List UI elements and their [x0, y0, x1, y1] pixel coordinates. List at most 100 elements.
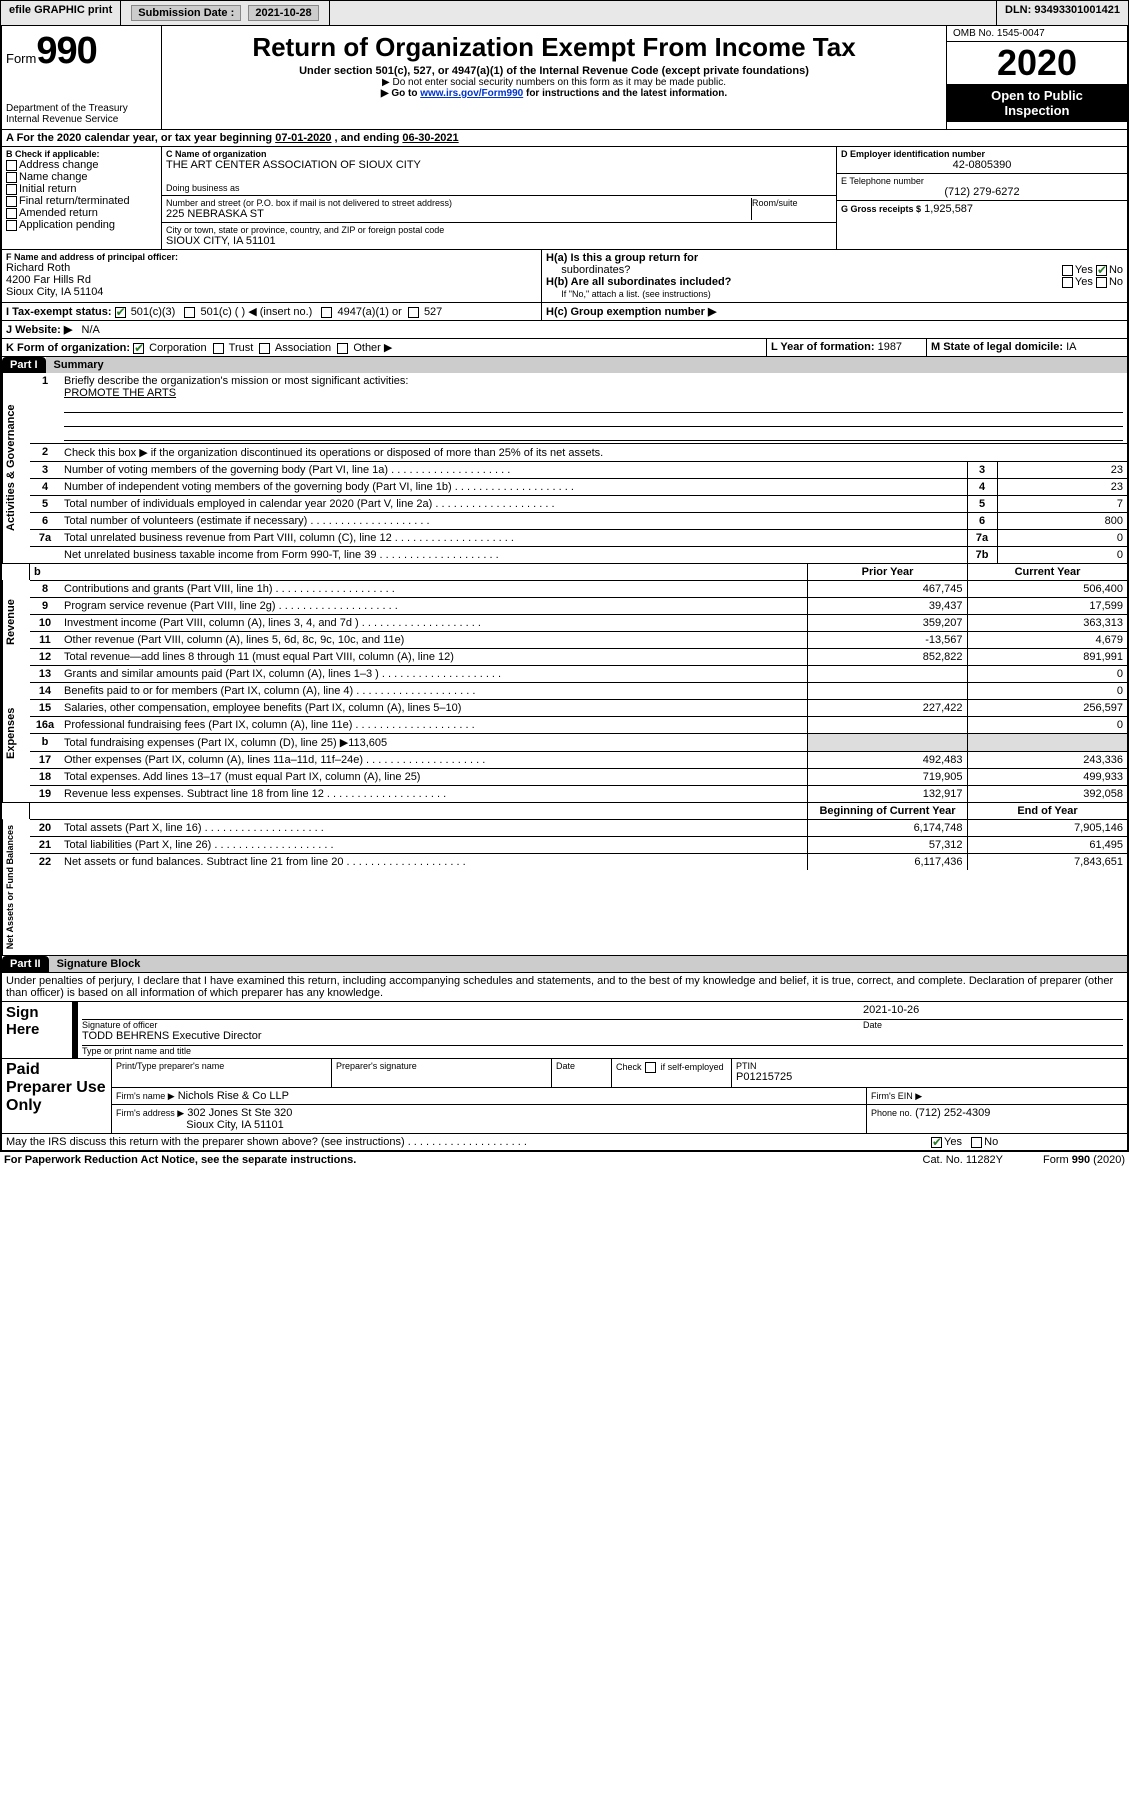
ln-prior: 719,905 [807, 769, 967, 786]
firm-addr2: Sioux City, IA 51101 [186, 1119, 283, 1131]
q1-num: 1 [30, 373, 60, 444]
box-m: M State of legal domicile: IA [927, 339, 1127, 356]
hdr-end: End of Year [967, 803, 1127, 819]
c-name-label: C Name of organization [166, 149, 832, 159]
gross-receipts: 1,925,587 [924, 203, 973, 215]
website-value: N/A [82, 324, 100, 336]
b-opt-2[interactable]: Initial return [6, 183, 157, 195]
net-row: 22Net assets or fund balances. Subtract … [30, 854, 1127, 871]
ein-value: 42-0805390 [841, 159, 1123, 171]
self-employed-chk[interactable] [645, 1062, 656, 1073]
ln-prior: 39,437 [807, 598, 967, 615]
hb-yes-chk[interactable] [1062, 277, 1073, 288]
i-4947-chk[interactable] [321, 307, 332, 318]
ln-val: 23 [997, 479, 1127, 496]
form-num-footer: 990 [1072, 1154, 1090, 1166]
b-opt-1-label: Name change [19, 171, 88, 183]
rev-row: 8Contributions and grants (Part VIII, li… [30, 581, 1127, 598]
ln-text: Total assets (Part X, line 16) [60, 820, 807, 837]
k-assoc-chk[interactable] [259, 343, 270, 354]
prep-name-cell: Print/Type preparer's name [112, 1059, 332, 1087]
ln-curr: 243,336 [967, 752, 1127, 769]
dept-treasury: Department of the Treasury [6, 103, 157, 114]
prep-self-label: if self-employed [661, 1062, 724, 1072]
box-deg: D Employer identification number 42-0805… [837, 147, 1127, 249]
i-501c: 501(c) ( ) ◀ (insert no.) [201, 306, 313, 318]
i-4947: 4947(a)(1) or [338, 306, 402, 318]
box-c-name: C Name of organization THE ART CENTER AS… [162, 147, 836, 196]
ha-yes-chk[interactable] [1062, 265, 1073, 276]
q2-cell: Check this box ▶ if the organization dis… [60, 444, 1127, 462]
ln-prior: 467,745 [807, 581, 967, 598]
firm-ein-cell: Firm's EIN ▶ [867, 1088, 1127, 1104]
submission-date: 2021-10-28 [248, 5, 318, 21]
k-trust-chk[interactable] [213, 343, 224, 354]
ln-val: 23 [997, 462, 1127, 479]
ln-num: 3 [30, 462, 60, 479]
box-f: F Name and address of principal officer:… [2, 250, 542, 302]
sig-name: TODD BEHRENS Executive Director Type or … [82, 1030, 1123, 1056]
discuss-no-chk[interactable] [971, 1137, 982, 1148]
ln-curr: 17,599 [967, 598, 1127, 615]
hb-no-chk[interactable] [1096, 277, 1107, 288]
efile-label: efile GRAPHIC print [1, 1, 121, 25]
ln-num: 22 [30, 854, 60, 871]
ln-text: Total number of individuals employed in … [60, 496, 967, 513]
m-label: M State of legal domicile: [931, 341, 1063, 353]
k-label: K Form of organization: [6, 342, 130, 354]
f-label: F Name and address of principal officer: [6, 252, 537, 262]
rev-row: 9Program service revenue (Part VIII, lin… [30, 598, 1127, 615]
org-name: THE ART CENTER ASSOCIATION OF SIOUX CITY [166, 159, 832, 171]
ln-num: 9 [30, 598, 60, 615]
k-corp: Corporation [149, 342, 206, 354]
ha-label: H(a) Is this a group return for [546, 252, 698, 264]
b-opt-1[interactable]: Name change [6, 171, 157, 183]
year-end: 06-30-2021 [402, 132, 458, 144]
b-opt-4[interactable]: Amended return [6, 207, 157, 219]
ha-no-chk[interactable] [1096, 265, 1107, 276]
e-label: E Telephone number [841, 176, 1123, 186]
paid-row1: Print/Type preparer's name Preparer's si… [112, 1059, 1127, 1088]
year-begin: 07-01-2020 [275, 132, 331, 144]
gov-row: 5Total number of individuals employed in… [30, 496, 1127, 513]
ln-val: 0 [997, 547, 1127, 564]
sig-label: Signature of officer [82, 1020, 863, 1030]
ln-curr: 0 [967, 666, 1127, 683]
firm-addr-cell: Firm's address ▶ 302 Jones St Ste 320 Si… [112, 1105, 867, 1133]
form990-link[interactable]: www.irs.gov/Form990 [420, 88, 523, 99]
ln-curr: 499,933 [967, 769, 1127, 786]
line-a-pre: A For the 2020 calendar year, or tax yea… [6, 132, 275, 144]
hdr-prior: Prior Year [807, 564, 967, 580]
officer-print-name: TODD BEHRENS Executive Director [82, 1030, 1123, 1046]
net-row: 20Total assets (Part X, line 16)6,174,74… [30, 820, 1127, 837]
box-k: K Form of organization: Corporation Trus… [2, 339, 767, 356]
b-opt-3[interactable]: Final return/terminated [6, 195, 157, 207]
b-opt-5[interactable]: Application pending [6, 219, 157, 231]
k-other-chk[interactable] [337, 343, 348, 354]
i-501c3-chk[interactable] [115, 307, 126, 318]
ln-num: 13 [30, 666, 60, 683]
top-toolbar: efile GRAPHIC print Submission Date : 20… [0, 0, 1129, 26]
b-opt-2-label: Initial return [19, 183, 76, 195]
k-corp-chk[interactable] [133, 343, 144, 354]
box-g: G Gross receipts $ 1,925,587 [837, 201, 1127, 217]
phone-label: Phone no. [871, 1108, 912, 1118]
line-a-text: A For the 2020 calendar year, or tax yea… [2, 130, 463, 146]
dba-label: Doing business as [166, 183, 832, 193]
ln-end: 61,495 [967, 837, 1127, 854]
ln-text: Grants and similar amounts paid (Part IX… [60, 666, 807, 683]
ln-text: Total liabilities (Part X, line 26) [60, 837, 807, 854]
i-527-chk[interactable] [408, 307, 419, 318]
exp-table: 13Grants and similar amounts paid (Part … [30, 665, 1127, 802]
mission-text: PROMOTE THE ARTS [64, 387, 176, 399]
firm-name: Nichols Rise & Co LLP [178, 1090, 289, 1102]
ln-end: 7,905,146 [967, 820, 1127, 837]
k-assoc: Association [275, 342, 331, 354]
b-opt-0[interactable]: Address change [6, 159, 157, 171]
ln-num: 15 [30, 700, 60, 717]
ln-begin: 6,117,436 [807, 854, 967, 871]
ha-sub: subordinates? [561, 264, 630, 276]
i-501c-chk[interactable] [184, 307, 195, 318]
ln-text: Total unrelated business revenue from Pa… [60, 530, 967, 547]
discuss-yes-chk[interactable] [931, 1137, 942, 1148]
